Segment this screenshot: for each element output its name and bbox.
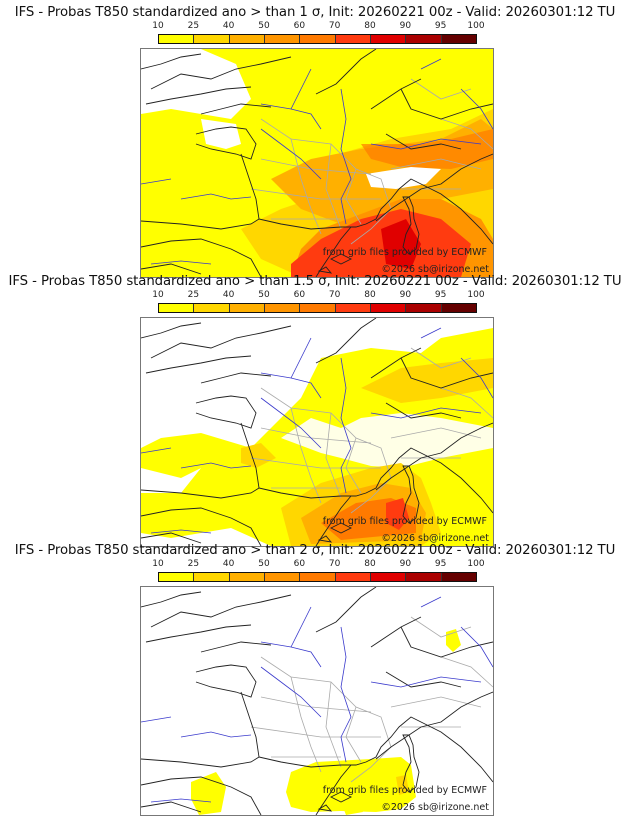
colorbar-segment [264, 35, 301, 43]
probability-map: from grib files provided by ECMWF ©2026 … [140, 317, 494, 547]
colorbar-segment [229, 304, 265, 312]
copyright-credit: ©2026 sb@irizone.net [381, 802, 489, 813]
colorbar-segment [194, 35, 230, 43]
panel-title: IFS - Probas T850 standardized ano > tha… [8, 274, 622, 289]
colorbar-segment [159, 35, 195, 43]
colorbar-segment [229, 573, 265, 581]
copyright-credit: ©2026 sb@irizone.net [381, 264, 489, 275]
colorbar-segment [300, 573, 336, 581]
data-source-credit: from grib files provided by ECMWF [322, 785, 487, 796]
no-signal-area-alps [366, 167, 441, 189]
colorbar-ticks: 10 25 40 50 60 70 80 90 95 100 [152, 559, 484, 570]
colorbar-tick-label: 60 [293, 559, 306, 569]
prob-field-70 [291, 209, 471, 277]
colorbar-tick-label: 40 [222, 559, 235, 569]
panel-title: IFS - Probas T850 standardized ano > tha… [14, 543, 616, 558]
colorbar-tick-label: 70 [328, 21, 341, 31]
colorbar [158, 303, 477, 313]
map-canvas [141, 587, 493, 815]
colorbar-tick-label: 90 [399, 21, 412, 31]
map-canvas [141, 318, 493, 546]
colorbar-segment [335, 573, 371, 581]
colorbar-tick-label: 25 [187, 559, 200, 569]
colorbar-segment [441, 304, 476, 312]
colorbar [158, 34, 477, 44]
prob-field-10 [446, 629, 461, 652]
colorbar-segment [159, 304, 195, 312]
data-source-credit: from grib files provided by ECMWF [322, 516, 487, 527]
copyright-credit: ©2026 sb@irizone.net [381, 533, 489, 544]
colorbar [158, 572, 477, 582]
colorbar-tick-label: 50 [258, 559, 270, 569]
colorbar-tick-label: 10 [152, 21, 164, 31]
panel-title: IFS - Probas T850 standardized ano > tha… [14, 5, 616, 20]
colorbar-tick-label: 95 [434, 21, 447, 31]
colorbar-ticks: 10 25 40 50 60 70 80 90 95 100 [152, 21, 484, 32]
colorbar-segment [406, 304, 442, 312]
colorbar-tick-label: 60 [293, 21, 306, 31]
colorbar-segment [335, 35, 371, 43]
colorbar-segment [406, 573, 442, 581]
colorbar-tick-label: 25 [187, 21, 200, 31]
colorbar-tick-label: 95 [434, 559, 447, 569]
prob-field-25 [396, 775, 409, 795]
colorbar-segment [229, 35, 265, 43]
colorbar-segment [159, 573, 195, 581]
colorbar-segment [441, 35, 476, 43]
no-signal-area [281, 413, 493, 468]
colorbar-segment [335, 304, 371, 312]
no-signal-area [141, 468, 201, 493]
colorbar-tick-label: 80 [364, 290, 376, 300]
probability-panel-1sigma: IFS - Probas T850 standardized ano > tha… [0, 5, 630, 278]
colorbar-tick-label: 90 [399, 290, 412, 300]
prob-field-10 [286, 757, 416, 812]
colorbar-ticks: 10 25 40 50 60 70 80 90 95 100 [152, 290, 484, 301]
colorbar-tick-label: 50 [258, 21, 270, 31]
colorbar-tick-label: 100 [467, 290, 485, 300]
colorbar-segment [406, 35, 442, 43]
probability-map: from grib files provided by ECMWF ©2026 … [140, 586, 494, 816]
no-signal-area [201, 119, 241, 149]
prob-field-10 [341, 799, 363, 815]
prob-field-25 [361, 358, 493, 403]
colorbar-tick-label: 60 [293, 290, 306, 300]
colorbar-tick-label: 10 [152, 559, 164, 569]
colorbar-segment [300, 304, 336, 312]
colorbar-tick-label: 40 [222, 290, 235, 300]
colorbar-segment [264, 573, 301, 581]
prob-field-70 [386, 498, 409, 530]
colorbar-segment [300, 35, 336, 43]
probability-panel-2sigma: IFS - Probas T850 standardized ano > tha… [0, 543, 630, 816]
colorbar-segment [370, 35, 407, 43]
colorbar-tick-label: 25 [187, 290, 200, 300]
colorbar-tick-label: 70 [328, 290, 341, 300]
probability-panel-1-5sigma: IFS - Probas T850 standardized ano > tha… [0, 274, 630, 547]
probability-map: from grib files provided by ECMWF ©2026 … [140, 48, 494, 278]
colorbar-tick-label: 100 [467, 559, 485, 569]
colorbar-segment [370, 304, 407, 312]
data-source-credit: from grib files provided by ECMWF [322, 247, 487, 258]
colorbar-tick-label: 80 [364, 21, 376, 31]
colorbar-tick-label: 90 [399, 559, 412, 569]
colorbar-segment [264, 304, 301, 312]
colorbar-tick-label: 40 [222, 21, 235, 31]
colorbar-segment [370, 573, 407, 581]
colorbar-tick-label: 95 [434, 290, 447, 300]
map-canvas [141, 49, 493, 277]
colorbar-tick-label: 100 [467, 21, 485, 31]
colorbar-tick-label: 50 [258, 290, 270, 300]
no-signal-area [141, 49, 251, 119]
colorbar-segment [441, 573, 476, 581]
prob-field-60 [361, 129, 493, 169]
colorbar-tick-label: 70 [328, 559, 341, 569]
colorbar-segment [194, 304, 230, 312]
prob-field-80 [381, 219, 421, 269]
colorbar-tick-label: 80 [364, 559, 376, 569]
colorbar-tick-label: 10 [152, 290, 164, 300]
colorbar-segment [194, 573, 230, 581]
